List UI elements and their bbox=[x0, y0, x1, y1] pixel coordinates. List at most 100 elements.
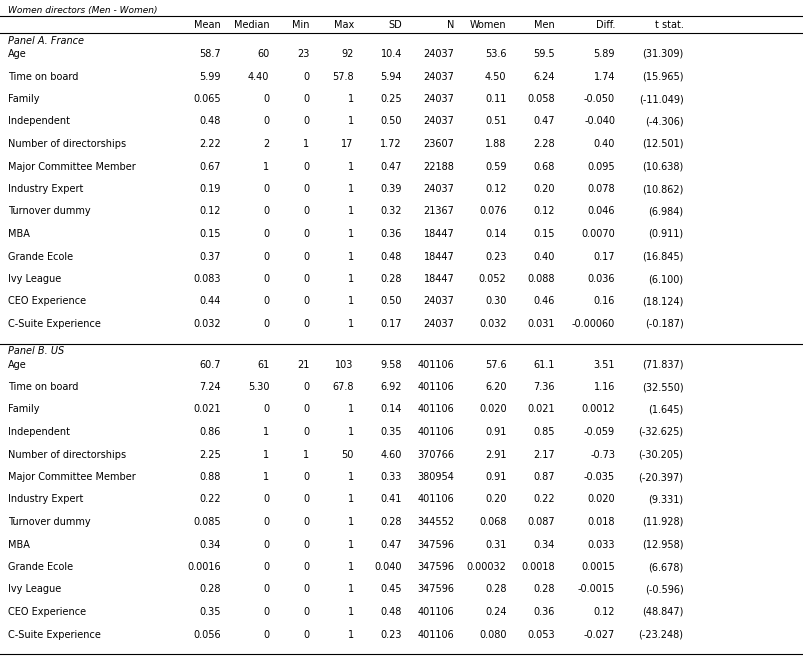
Text: 9.58: 9.58 bbox=[380, 359, 402, 369]
Text: 0.020: 0.020 bbox=[587, 495, 614, 505]
Text: 0.51: 0.51 bbox=[484, 116, 506, 127]
Text: 0.087: 0.087 bbox=[527, 517, 554, 527]
Text: (9.331): (9.331) bbox=[647, 495, 683, 505]
Text: 0: 0 bbox=[263, 296, 269, 307]
Text: (10.862): (10.862) bbox=[642, 184, 683, 194]
Text: 103: 103 bbox=[335, 359, 353, 369]
Text: 1: 1 bbox=[347, 252, 353, 261]
Text: 21: 21 bbox=[297, 359, 309, 369]
Text: 0.22: 0.22 bbox=[199, 495, 221, 505]
Text: 4.40: 4.40 bbox=[247, 72, 269, 81]
Text: Women directors (Men - Women): Women directors (Men - Women) bbox=[8, 6, 157, 15]
Text: 0.088: 0.088 bbox=[527, 274, 554, 284]
Text: SD: SD bbox=[388, 20, 402, 30]
Text: (-4.306): (-4.306) bbox=[644, 116, 683, 127]
Text: 0.068: 0.068 bbox=[479, 517, 506, 527]
Text: 0: 0 bbox=[303, 116, 309, 127]
Text: 0: 0 bbox=[263, 405, 269, 415]
Text: 347596: 347596 bbox=[417, 585, 454, 595]
Text: 0.28: 0.28 bbox=[380, 517, 402, 527]
Text: 0.22: 0.22 bbox=[532, 495, 554, 505]
Text: (0.911): (0.911) bbox=[647, 229, 683, 239]
Text: 0: 0 bbox=[303, 229, 309, 239]
Text: Age: Age bbox=[8, 359, 26, 369]
Text: 24037: 24037 bbox=[423, 49, 454, 59]
Text: 24037: 24037 bbox=[423, 319, 454, 329]
Text: (6.678): (6.678) bbox=[647, 562, 683, 572]
Text: Diff.: Diff. bbox=[595, 20, 614, 30]
Text: 0.47: 0.47 bbox=[532, 116, 554, 127]
Text: 0.095: 0.095 bbox=[587, 162, 614, 171]
Text: 1: 1 bbox=[263, 427, 269, 437]
Text: 0: 0 bbox=[263, 206, 269, 217]
Text: 0.00032: 0.00032 bbox=[466, 562, 506, 572]
Text: 2: 2 bbox=[263, 139, 269, 149]
Text: 7.24: 7.24 bbox=[199, 382, 221, 392]
Text: (-20.397): (-20.397) bbox=[638, 472, 683, 482]
Text: C-Suite Experience: C-Suite Experience bbox=[8, 629, 101, 639]
Text: 0: 0 bbox=[263, 562, 269, 572]
Text: 6.92: 6.92 bbox=[380, 382, 402, 392]
Text: 0: 0 bbox=[263, 517, 269, 527]
Text: 0.85: 0.85 bbox=[532, 427, 554, 437]
Text: -0.059: -0.059 bbox=[583, 427, 614, 437]
Text: (-0.187): (-0.187) bbox=[644, 319, 683, 329]
Text: 0.24: 0.24 bbox=[484, 607, 506, 617]
Text: 1: 1 bbox=[347, 629, 353, 639]
Text: 1: 1 bbox=[347, 229, 353, 239]
Text: 0.32: 0.32 bbox=[380, 206, 402, 217]
Text: 0: 0 bbox=[303, 296, 309, 307]
Text: 21367: 21367 bbox=[423, 206, 454, 217]
Text: -0.73: -0.73 bbox=[589, 449, 614, 459]
Text: 0.0070: 0.0070 bbox=[581, 229, 614, 239]
Text: 59.5: 59.5 bbox=[532, 49, 554, 59]
Text: Women: Women bbox=[469, 20, 506, 30]
Text: 0: 0 bbox=[303, 72, 309, 81]
Text: CEO Experience: CEO Experience bbox=[8, 607, 86, 617]
Text: 61: 61 bbox=[257, 359, 269, 369]
Text: Independent: Independent bbox=[8, 116, 70, 127]
Text: 7.36: 7.36 bbox=[532, 382, 554, 392]
Text: 0: 0 bbox=[303, 472, 309, 482]
Text: (15.965): (15.965) bbox=[641, 72, 683, 81]
Text: 0.021: 0.021 bbox=[194, 405, 221, 415]
Text: 0: 0 bbox=[263, 274, 269, 284]
Text: 0: 0 bbox=[263, 629, 269, 639]
Text: (12.501): (12.501) bbox=[641, 139, 683, 149]
Text: 1: 1 bbox=[347, 607, 353, 617]
Text: 0.032: 0.032 bbox=[479, 319, 506, 329]
Text: 0: 0 bbox=[303, 162, 309, 171]
Text: 0: 0 bbox=[263, 116, 269, 127]
Text: (18.124): (18.124) bbox=[642, 296, 683, 307]
Text: 10.4: 10.4 bbox=[380, 49, 402, 59]
Text: 23607: 23607 bbox=[423, 139, 454, 149]
Text: 0: 0 bbox=[303, 517, 309, 527]
Text: Time on board: Time on board bbox=[8, 72, 79, 81]
Text: 0.053: 0.053 bbox=[527, 629, 554, 639]
Text: 0.44: 0.44 bbox=[199, 296, 221, 307]
Text: Panel A. France: Panel A. France bbox=[8, 36, 84, 46]
Text: 0.40: 0.40 bbox=[593, 139, 614, 149]
Text: 0.40: 0.40 bbox=[532, 252, 554, 261]
Text: 58.7: 58.7 bbox=[199, 49, 221, 59]
Text: 0.35: 0.35 bbox=[199, 607, 221, 617]
Text: 0.0016: 0.0016 bbox=[187, 562, 221, 572]
Text: 0.47: 0.47 bbox=[380, 162, 402, 171]
Text: 0: 0 bbox=[263, 495, 269, 505]
Text: 24037: 24037 bbox=[423, 94, 454, 104]
Text: 0: 0 bbox=[263, 319, 269, 329]
Text: 0.17: 0.17 bbox=[380, 319, 402, 329]
Text: 0.020: 0.020 bbox=[479, 405, 506, 415]
Text: 18447: 18447 bbox=[423, 274, 454, 284]
Text: 0.91: 0.91 bbox=[484, 472, 506, 482]
Text: 0: 0 bbox=[303, 206, 309, 217]
Text: 0: 0 bbox=[303, 539, 309, 549]
Text: 0.41: 0.41 bbox=[380, 495, 402, 505]
Text: 0.25: 0.25 bbox=[380, 94, 402, 104]
Text: 1: 1 bbox=[347, 495, 353, 505]
Text: C-Suite Experience: C-Suite Experience bbox=[8, 319, 101, 329]
Text: 0.20: 0.20 bbox=[532, 184, 554, 194]
Text: 6.20: 6.20 bbox=[484, 382, 506, 392]
Text: 1: 1 bbox=[263, 449, 269, 459]
Text: 0: 0 bbox=[263, 184, 269, 194]
